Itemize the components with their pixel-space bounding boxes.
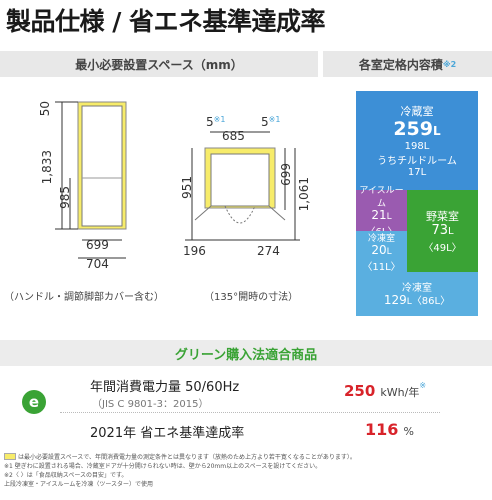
- gap-right-dim: 5※1: [261, 115, 281, 129]
- left-door: [194, 205, 212, 221]
- fridge-compartment: 冷蔵室 259L 198L うちチルドルーム 17L: [356, 91, 478, 190]
- rate-value: 116 %: [365, 420, 414, 439]
- gap-left-dim: 5※1: [206, 115, 226, 129]
- energy-std: （JIS C 9801-3：2015）: [92, 399, 209, 410]
- energy-value: 250 kWh/年※: [344, 381, 427, 400]
- height-dim: 1,833: [40, 150, 54, 185]
- right-dim2: 1,061: [297, 177, 311, 212]
- rate-label: 2021年 省エネ基準達成率: [90, 426, 245, 441]
- bottom-left-dim: 196: [183, 244, 206, 258]
- ice-compartment: アイスルーム 21L 〈6L〉: [356, 186, 407, 238]
- space-header: 最小必要設置スペース（mm）: [0, 51, 318, 77]
- fridge-side-outline: [81, 105, 123, 227]
- door-dim: 985: [58, 186, 72, 209]
- green-purchase-banner: グリーン購入法適合商品: [0, 340, 492, 366]
- right-dim1: 699: [279, 163, 293, 186]
- top-caption: （135°開時の寸法）: [204, 292, 299, 303]
- veg-compartment: 野菜室 73L 〈49L〉: [407, 190, 478, 272]
- capacity-header: 各室定格内容積 ※2: [323, 51, 492, 77]
- note-3: ※2〈 〉は「食品収納スペースの目安」です。: [4, 472, 128, 479]
- right-door: [268, 205, 286, 221]
- page-title: 製品仕様 / 省エネ基準達成率: [6, 7, 326, 36]
- width-dim: 685: [222, 129, 245, 143]
- yellow-swatch: [4, 453, 16, 460]
- note-4: 上段冷凍室・アイスルームを冷凍（ツースター）で使用: [4, 481, 154, 488]
- side-caption: （ハンドル・調節脚部カバー含む）: [4, 292, 164, 303]
- notes: は最小必要設置スペースで、年間消費電力量の測定条件とは異なります（放熱のため上方…: [4, 452, 490, 488]
- fridge-top-outline: [210, 153, 270, 207]
- freezer-small-compartment: 冷凍室 20L 〈11L〉: [356, 231, 407, 273]
- depth2-dim: 704: [86, 257, 109, 271]
- side-view-diagram: [55, 101, 127, 259]
- note-2: ※1 壁ぎわに設置される場合、冷蔵室ドアが十分開けられない時は、壁から20mm以…: [4, 463, 322, 470]
- eco-mark-icon: e: [22, 390, 46, 414]
- top-view-diagram: [185, 131, 300, 241]
- bottom-right-dim: 274: [257, 244, 280, 258]
- note-1: は最小必要設置スペースで、年間消費電力量の測定条件とは異なります（放熱のため上方…: [4, 452, 490, 461]
- depth1-dim: 699: [86, 238, 109, 252]
- row-divider: [60, 412, 440, 413]
- energy-label: 年間消費電力量 50/60Hz: [90, 380, 240, 395]
- left-dim: 951: [180, 176, 194, 199]
- freezer-compartment: 冷凍室 129L〈86L〉: [356, 272, 478, 316]
- top-dim: 50: [38, 101, 52, 117]
- door-swing: [224, 205, 256, 224]
